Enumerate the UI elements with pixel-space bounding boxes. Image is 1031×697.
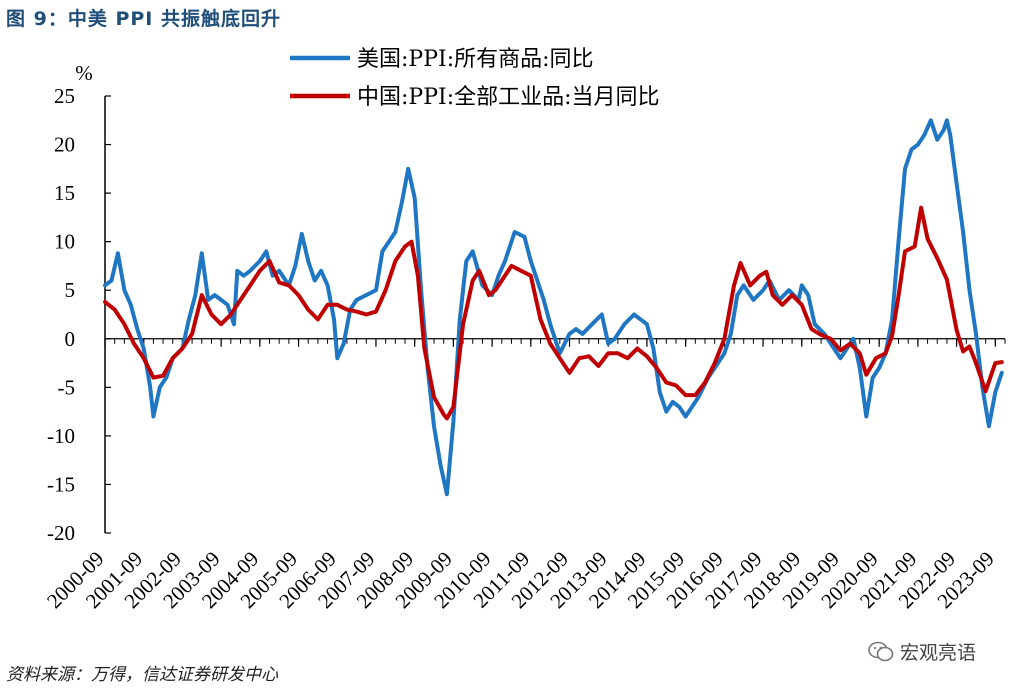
y-tick-label: 25 [54,84,75,108]
y-tick-label: 20 [54,133,75,157]
y-tick-label: 15 [54,181,75,205]
source-note: 资料来源：万得，信达证券研发中心 [6,665,278,685]
series-layer [103,118,1004,497]
legend-label: 美国:PPI:所有商品:同比 [357,47,594,72]
y-tick-label: -20 [47,521,75,545]
watermark: 宏观亮语 [868,638,976,665]
watermark-text: 宏观亮语 [900,642,977,664]
y-tick-label: 10 [54,230,75,254]
wechat-icon [868,641,894,661]
legend-label: 中国:PPI:全部工业品:当月同比 [357,85,660,110]
y-tick-label: -5 [58,375,76,399]
series-line-cn-ppi [103,205,1004,421]
y-tick-label: 5 [65,278,76,302]
series-line-us-ppi [103,118,1004,497]
y-tick-label: -10 [47,424,75,448]
y-tick-label: 0 [65,327,76,351]
y-tick-label: -15 [47,472,75,496]
y-unit-label: % [75,61,93,85]
y-axis: %25 20 15 10 5 0 -5 -10 -15 -20 [47,61,111,545]
figure-title: 图 9：中美 PPI 共振触底回升 [6,8,281,30]
